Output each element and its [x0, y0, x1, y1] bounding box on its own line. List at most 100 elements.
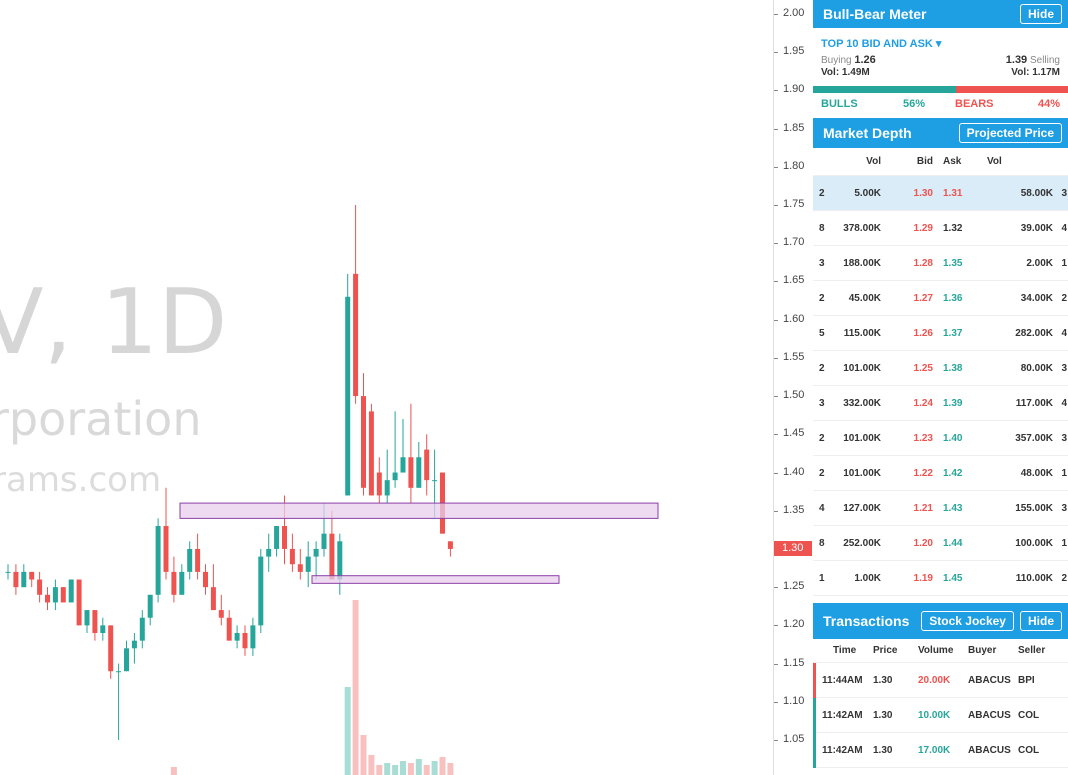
- candle-body[interactable]: [203, 571, 208, 588]
- watermark-url: rams.com: [0, 460, 162, 500]
- candle-body[interactable]: [163, 526, 169, 572]
- stock-jockey-button[interactable]: Stock Jockey: [921, 611, 1014, 631]
- candle-body[interactable]: [337, 541, 343, 580]
- depth-row[interactable]: 1 1.00K 1.19 1.45 110.00K 2: [813, 561, 1068, 596]
- candle-body[interactable]: [52, 587, 58, 603]
- candle-body[interactable]: [187, 548, 193, 572]
- candle-body[interactable]: [179, 571, 185, 595]
- candle-body[interactable]: [116, 671, 122, 673]
- depth-row[interactable]: 2 101.00K 1.25 1.38 80.00K 3: [813, 351, 1068, 386]
- candle-body[interactable]: [13, 571, 19, 588]
- candle-body[interactable]: [392, 472, 398, 481]
- bid-volume: 127.00K: [843, 502, 881, 514]
- candle-body[interactable]: [171, 571, 177, 595]
- projected-price-button[interactable]: Projected Price: [958, 123, 1062, 143]
- transactions-rows: 11:44AM 1.30 20.00K ABACUS BPI 11:42AM 1.30 10.…: [813, 663, 1068, 768]
- candle-body[interactable]: [400, 457, 406, 473]
- candle-body[interactable]: [155, 526, 161, 595]
- candle-body[interactable]: [376, 472, 382, 496]
- bulls-fill: [813, 86, 956, 93]
- volume-bar: [400, 761, 406, 775]
- candle-body[interactable]: [384, 480, 390, 496]
- candle-body[interactable]: [329, 533, 335, 580]
- candle-body[interactable]: [313, 548, 319, 557]
- candle-body[interactable]: [68, 579, 74, 603]
- depth-row[interactable]: 5 115.00K 1.26 1.37 282.00K 4: [813, 316, 1068, 351]
- support-resistance-zone[interactable]: [179, 502, 659, 519]
- support-resistance-zone[interactable]: [311, 575, 560, 584]
- candle-body[interactable]: [242, 633, 248, 649]
- candle-body[interactable]: [226, 617, 232, 641]
- candle-body[interactable]: [76, 579, 82, 626]
- candle-body[interactable]: [139, 617, 145, 641]
- transactions-title: Transactions: [823, 613, 910, 629]
- tx-buyer: ABACUS: [968, 744, 1011, 756]
- candle-body[interactable]: [131, 640, 137, 649]
- buy-sell-row: Buying 1.26 1.39 Selling: [813, 54, 1068, 66]
- chart-area[interactable]: V, 1D rporation rams.com: [0, 0, 773, 775]
- candle-body[interactable]: [45, 594, 50, 603]
- candle-body[interactable]: [210, 587, 216, 611]
- transactions-hide-button[interactable]: Hide: [1019, 611, 1062, 631]
- candle-body[interactable]: [432, 480, 438, 482]
- last-price-marker: 1.30: [774, 541, 812, 556]
- buying-value: 1.26: [854, 54, 876, 66]
- price-axis[interactable]: 2.00 1.95 1.90 1.85 1.80 1.75 1.70 1.65 1.60 1.55…: [773, 0, 813, 775]
- depth-row[interactable]: 2 45.00K 1.27 1.36 34.00K 2: [813, 281, 1068, 316]
- candle-body[interactable]: [416, 457, 422, 488]
- bears-percent: 44%: [1037, 98, 1060, 110]
- candle-body[interactable]: [353, 273, 359, 397]
- candle-body[interactable]: [258, 556, 264, 626]
- candle-body[interactable]: [282, 526, 287, 549]
- bull-bear-title: Bull-Bear Meter: [823, 6, 927, 22]
- depth-row[interactable]: 2 101.00K 1.23 1.40 357.00K 3: [813, 421, 1068, 456]
- candle-body[interactable]: [305, 556, 311, 572]
- depth-row[interactable]: 4 127.00K 1.21 1.43 155.00K 3: [813, 491, 1068, 526]
- candle-body[interactable]: [234, 633, 240, 641]
- tx-price: 1.30: [873, 744, 893, 756]
- top10-dropdown[interactable]: TOP 10 BID AND ASK ▾: [813, 28, 1068, 54]
- depth-row[interactable]: 2 101.00K 1.22 1.42 48.00K 1: [813, 456, 1068, 491]
- transaction-row[interactable]: 11:44AM 1.30 20.00K ABACUS BPI: [813, 663, 1068, 698]
- transaction-row[interactable]: 11:42AM 1.30 17.00K ABACUS COL: [813, 733, 1068, 768]
- candle-body[interactable]: [289, 548, 295, 565]
- candle-body[interactable]: [218, 610, 224, 618]
- candle-body[interactable]: [266, 548, 272, 557]
- candle-body[interactable]: [21, 571, 27, 588]
- candle-body[interactable]: [100, 625, 106, 634]
- candle-body[interactable]: [195, 548, 201, 572]
- candle-body[interactable]: [274, 526, 280, 549]
- candle-body[interactable]: [361, 396, 366, 488]
- depth-row[interactable]: 3 332.00K 1.24 1.39 117.00K 4: [813, 386, 1068, 421]
- candle-body[interactable]: [29, 571, 35, 580]
- ask-volume: 110.00K: [1015, 572, 1053, 584]
- depth-row[interactable]: 8 252.00K 1.20 1.44 100.00K 1: [813, 526, 1068, 561]
- candle-body[interactable]: [447, 541, 453, 549]
- bid-price: 1.20: [913, 537, 933, 549]
- candle-body[interactable]: [408, 457, 414, 488]
- candle-body[interactable]: [84, 610, 90, 626]
- candle-body[interactable]: [345, 296, 351, 496]
- tx-buyer: ABACUS: [968, 709, 1011, 721]
- candle-body[interactable]: [108, 625, 114, 672]
- bull-bear-hide-button[interactable]: Hide: [1019, 4, 1062, 24]
- depth-row[interactable]: 8 378.00K 1.29 1.32 39.00K 4: [813, 211, 1068, 246]
- depth-row[interactable]: 3 188.00K 1.28 1.35 2.00K 1: [813, 246, 1068, 281]
- candle-body[interactable]: [124, 648, 129, 672]
- candle-body[interactable]: [424, 449, 430, 481]
- candle-body[interactable]: [321, 533, 327, 549]
- transaction-row[interactable]: 11:42AM 1.30 10.00K ABACUS COL: [813, 698, 1068, 733]
- candle-body[interactable]: [92, 610, 98, 634]
- candlestick-chart[interactable]: [0, 0, 773, 775]
- candle-body[interactable]: [368, 411, 374, 496]
- candle-body[interactable]: [60, 587, 66, 603]
- depth-row[interactable]: 2 5.00K 1.30 1.31 58.00K 3: [813, 176, 1068, 211]
- candle-body[interactable]: [37, 579, 43, 595]
- tx-volume: 10.00K: [918, 709, 951, 721]
- candle-body[interactable]: [5, 571, 11, 573]
- ask-price: 1.32: [943, 222, 963, 234]
- side-indicator: [813, 698, 816, 733]
- candle-body[interactable]: [250, 625, 256, 649]
- candle-body[interactable]: [297, 564, 303, 572]
- candle-body[interactable]: [147, 594, 153, 618]
